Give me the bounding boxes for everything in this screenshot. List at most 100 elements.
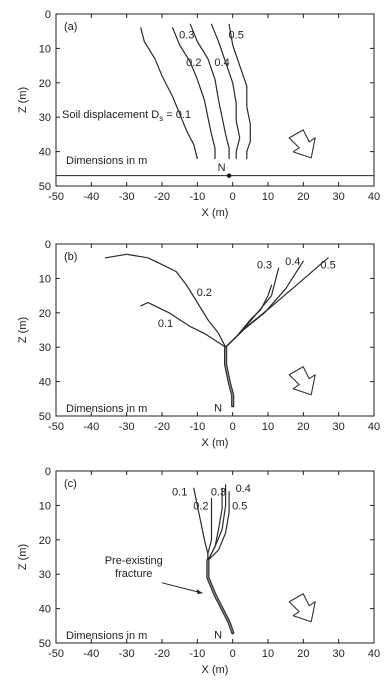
x-tick-label: 10	[262, 648, 274, 660]
x-tick-label: -20	[154, 421, 170, 433]
x-tick-label: -40	[83, 648, 99, 660]
x-axis-label: X (m)	[202, 207, 229, 219]
x-tick-label: 0	[230, 191, 236, 203]
direction-arrow-icon	[288, 129, 316, 159]
series-label: 0.5	[320, 260, 335, 272]
direction-arrow-icon	[288, 593, 316, 623]
panel-label: (c)	[64, 478, 77, 490]
series-label: 0.2	[193, 500, 208, 512]
plot-frame	[55, 470, 375, 644]
chart-panel-2: -50 -40 -30 -20 -10 0 10 20 30 40 0 10 20 30 40 50 X (m)…	[17, 466, 380, 676]
x-tick-label: -10	[189, 421, 205, 433]
y-tick-label: 0	[45, 466, 51, 478]
y-axis-label: Z (m)	[17, 87, 29, 113]
x-tick-label: -30	[119, 648, 135, 660]
north-label: N	[214, 629, 222, 641]
x-tick-label: -40	[83, 421, 99, 433]
y-tick-label: 50	[39, 638, 51, 650]
soil-displacement-suffix: = 0.1	[163, 109, 191, 121]
chart-panel-0: -50 -40 -30 -20 -10 0 10 20 30 40 0 10 20 30 40 50 X (m)…	[17, 9, 380, 219]
dimensions-note: Dimensions in m	[66, 155, 147, 167]
x-tick-label: 10	[262, 421, 274, 433]
x-axis-label: X (m)	[202, 664, 229, 676]
series-line-2	[189, 23, 230, 160]
x-tick-label: 20	[297, 421, 309, 433]
y-tick-label: 20	[39, 78, 51, 90]
series-label: 0.3	[179, 30, 194, 42]
y-tick-label: 20	[39, 308, 51, 320]
series-label: 0.4	[214, 57, 229, 69]
series-line-1	[172, 27, 216, 160]
series-line-2	[225, 284, 273, 348]
series-label: 0.3	[211, 487, 226, 499]
x-tick-label: -20	[154, 648, 170, 660]
x-tick-label: 20	[297, 191, 309, 203]
series-line-4	[207, 491, 230, 561]
x-tick-label: -20	[154, 191, 170, 203]
annotation-arrowhead	[196, 589, 203, 595]
soil-displacement-prefix: Soil displacement D	[62, 109, 159, 121]
chart-panel-1: -50 -40 -30 -20 -10 0 10 20 30 40 0 10 20 30 40 50 X (m)…	[17, 239, 380, 449]
series-line-1	[140, 301, 227, 348]
dimensions-note: Dimensions in m	[66, 630, 147, 642]
annotation-line: fracture	[115, 568, 152, 580]
direction-arrow-icon-shape	[288, 366, 316, 396]
x-tick-label: -30	[119, 421, 135, 433]
series-label: 0.5	[229, 30, 244, 42]
x-tick-label: -50	[48, 191, 64, 203]
panel-label: (b)	[64, 251, 77, 263]
y-tick-label: 10	[39, 273, 51, 285]
y-tick-label: 0	[45, 239, 51, 251]
x-axis-label: X (m)	[202, 437, 229, 449]
x-tick-label: 40	[368, 191, 380, 203]
x-tick-label: -40	[83, 191, 99, 203]
x-tick-label: -50	[48, 648, 64, 660]
dimensions-note: Dimensions in m	[66, 403, 147, 415]
y-tick-label: 10	[39, 43, 51, 55]
series-line-3	[207, 484, 227, 561]
x-tick-label: 30	[333, 648, 345, 660]
direction-arrow-icon	[288, 366, 316, 396]
series-line-4	[228, 23, 251, 160]
x-tick-label: -30	[119, 191, 135, 203]
y-tick-label: 50	[39, 411, 51, 423]
series-label: 0.1	[172, 487, 187, 499]
series-label: 0.1	[158, 318, 173, 330]
series-label: 0.4	[285, 256, 300, 268]
series-line-highlight-5	[207, 560, 234, 633]
y-axis-label: Z (m)	[17, 544, 29, 570]
x-tick-label: 40	[368, 421, 380, 433]
y-tick-label: 40	[39, 604, 51, 616]
x-tick-label: 10	[262, 191, 274, 203]
panel-label: (a)	[64, 21, 77, 33]
x-tick-label: -50	[48, 421, 64, 433]
y-tick-label: 30	[39, 569, 51, 581]
annotation-leader	[161, 582, 203, 594]
point-marker	[226, 173, 232, 178]
north-label: N	[214, 402, 222, 414]
x-tick-label: 0	[230, 421, 236, 433]
y-tick-label: 30	[39, 112, 51, 124]
series-line-5	[225, 257, 329, 348]
y-tick-label: 0	[45, 9, 51, 21]
y-tick-label: 10	[39, 500, 51, 512]
series-line-2	[207, 487, 223, 561]
plot-frame	[55, 13, 375, 187]
plot-frame	[55, 243, 375, 417]
x-tick-label: 30	[333, 191, 345, 203]
series-label: 0.2	[197, 287, 212, 299]
north-label: N	[218, 162, 226, 174]
series-line-0	[140, 27, 198, 160]
x-tick-label: 30	[333, 421, 345, 433]
y-tick-label: 40	[39, 377, 51, 389]
series-line-highlight-6	[225, 347, 234, 406]
x-tick-label: -10	[189, 648, 205, 660]
y-axis-label: Z (m)	[17, 317, 29, 343]
x-tick-label: 40	[368, 648, 380, 660]
soil-displacement-subscript: s	[159, 114, 163, 123]
y-tick-label: 30	[39, 342, 51, 354]
direction-arrow-icon-shape	[288, 593, 316, 623]
y-tick-label: 50	[39, 181, 51, 193]
series-line-3	[210, 23, 241, 160]
series-line-0	[193, 487, 209, 561]
